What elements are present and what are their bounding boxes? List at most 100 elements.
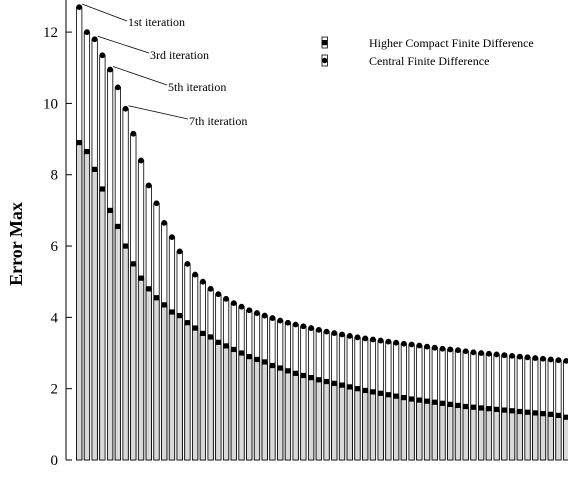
- annotation-leader-2: [98, 36, 149, 53]
- y-tick-label-6: 6: [51, 239, 59, 255]
- annotation-leader-1: [82, 4, 127, 21]
- marker-central-21: [231, 300, 237, 306]
- marker-compact-49: [448, 402, 453, 407]
- marker-compact-38: [363, 388, 368, 393]
- bar-compact-19: [216, 342, 221, 460]
- marker-central-28: [285, 320, 291, 326]
- marker-compact-22: [239, 350, 244, 355]
- marker-compact-5: [108, 208, 113, 213]
- marker-central-60: [532, 355, 538, 361]
- marker-compact-15: [185, 320, 190, 325]
- marker-compact-52: [471, 405, 476, 410]
- marker-compact-25: [262, 359, 267, 364]
- marker-central-6: [115, 84, 121, 90]
- bar-compact-34: [332, 383, 337, 460]
- marker-central-48: [440, 346, 446, 352]
- marker-compact-50: [455, 403, 460, 408]
- marker-central-61: [540, 356, 546, 362]
- bar-compact-48: [440, 403, 445, 460]
- marker-central-59: [525, 354, 531, 360]
- legend-label-central: Central Finite Difference: [369, 54, 489, 68]
- marker-compact-24: [254, 357, 259, 362]
- marker-compact-61: [540, 411, 545, 416]
- bar-compact-27: [277, 368, 282, 460]
- marker-central-56: [501, 352, 507, 358]
- annotation-text-1: 1st iteration: [128, 15, 185, 29]
- bar-compact-56: [502, 410, 507, 460]
- bar-compact-26: [270, 366, 275, 460]
- bars-layer: [77, 7, 568, 460]
- bar-compact-32: [316, 380, 321, 460]
- bar-compact-60: [533, 413, 538, 460]
- marker-compact-31: [309, 375, 314, 380]
- marker-compact-62: [548, 412, 553, 417]
- marker-central-50: [455, 347, 461, 353]
- bar-compact-57: [509, 411, 514, 460]
- marker-compact-30: [301, 373, 306, 378]
- bar-compact-45: [417, 400, 422, 460]
- bar-compact-14: [177, 316, 182, 460]
- marker-compact-54: [486, 406, 491, 411]
- marker-central-12: [161, 220, 167, 226]
- marker-compact-28: [285, 368, 290, 373]
- bar-compact-7: [123, 246, 128, 460]
- marker-central-33: [324, 329, 330, 335]
- marker-compact-64: [564, 415, 568, 420]
- bar-compact-10: [146, 289, 151, 460]
- bar-compact-63: [556, 415, 561, 460]
- marker-central-9: [138, 158, 144, 164]
- y-axis-label: Error Max: [6, 202, 26, 286]
- marker-central-3: [92, 36, 98, 42]
- marker-compact-3: [92, 167, 97, 172]
- marker-central-62: [548, 357, 554, 363]
- bar-compact-37: [355, 389, 360, 460]
- legend-swatch-compact: [322, 37, 327, 48]
- bar-compact-17: [200, 333, 205, 460]
- bar-compact-42: [393, 396, 398, 460]
- bar-compact-31: [308, 378, 313, 460]
- bar-compact-39: [370, 392, 375, 460]
- annotation-text-3: 5th iteration: [168, 80, 226, 94]
- legend-marker-central: [322, 58, 327, 63]
- marker-compact-63: [556, 413, 561, 418]
- annotation-text-4: 7th iteration: [189, 114, 247, 128]
- legend-marker-compact: [322, 40, 327, 45]
- marker-central-37: [355, 334, 361, 340]
- annotation-leader-4: [129, 106, 188, 119]
- marker-central-29: [293, 322, 299, 328]
- marker-central-36: [347, 333, 353, 339]
- bar-compact-11: [154, 298, 159, 460]
- bar-compact-46: [424, 401, 429, 460]
- marker-compact-35: [339, 383, 344, 388]
- marker-compact-29: [293, 371, 298, 376]
- marker-compact-4: [100, 186, 105, 191]
- bar-compact-3: [92, 169, 97, 460]
- marker-central-5: [107, 67, 113, 73]
- bar-compact-64: [563, 417, 568, 460]
- marker-central-17: [200, 279, 206, 285]
- bar-compact-6: [115, 226, 120, 460]
- marker-compact-48: [440, 401, 445, 406]
- bar-compact-28: [285, 371, 290, 460]
- y-tick-label-12: 12: [43, 25, 58, 41]
- bar-compact-24: [254, 359, 259, 460]
- marker-central-8: [130, 131, 136, 137]
- marker-compact-7: [123, 243, 128, 248]
- bar-compact-47: [432, 402, 437, 460]
- marker-compact-40: [378, 391, 383, 396]
- marker-central-7: [123, 106, 129, 112]
- marker-central-32: [316, 327, 322, 333]
- bar-compact-38: [363, 390, 368, 460]
- marker-central-15: [185, 261, 191, 267]
- marker-compact-19: [216, 340, 221, 345]
- bar-compact-20: [223, 346, 228, 460]
- marker-compact-44: [409, 396, 414, 401]
- marker-central-58: [517, 354, 523, 360]
- marker-central-45: [416, 343, 422, 349]
- marker-central-34: [331, 330, 337, 336]
- marker-central-25: [262, 313, 268, 319]
- bar-compact-62: [548, 414, 553, 460]
- bar-compact-30: [301, 375, 306, 460]
